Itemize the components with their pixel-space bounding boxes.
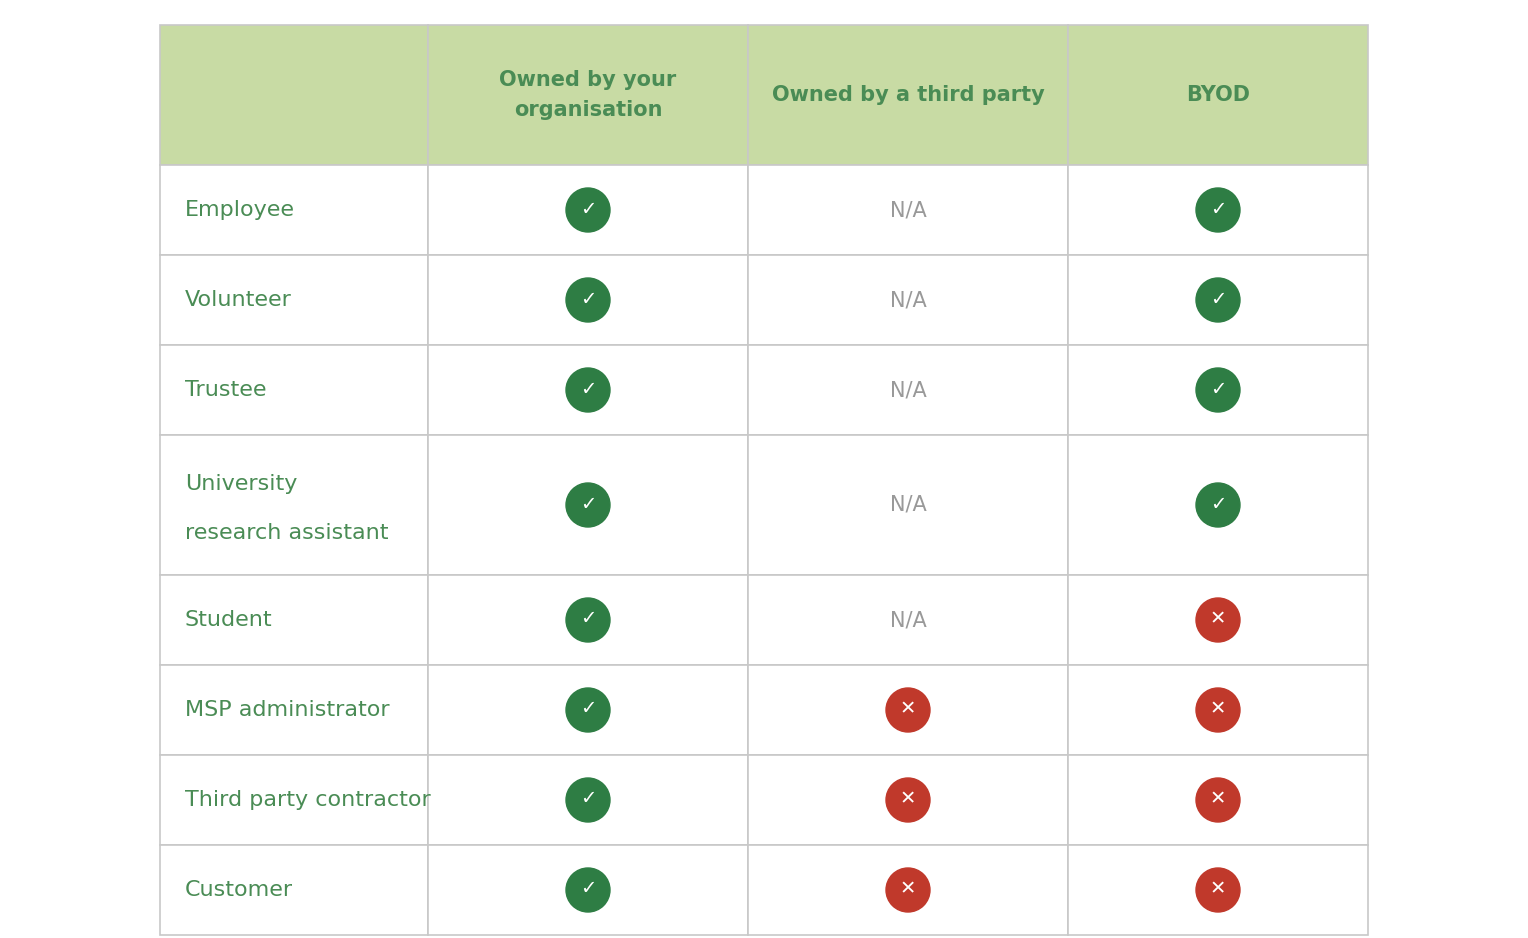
- Text: Owned by your
organisation: Owned by your organisation: [500, 70, 677, 120]
- Text: N/A: N/A: [889, 380, 926, 400]
- Circle shape: [1196, 868, 1241, 912]
- Bar: [749, 165, 1068, 255]
- Text: research assistant: research assistant: [185, 523, 388, 543]
- Bar: [160, 435, 428, 575]
- Circle shape: [565, 278, 610, 322]
- Bar: [749, 255, 1068, 345]
- Text: N/A: N/A: [889, 610, 926, 630]
- Bar: [749, 25, 1068, 165]
- Bar: [749, 845, 1068, 935]
- Bar: [160, 575, 428, 665]
- Text: ✓: ✓: [579, 700, 596, 719]
- Text: ✓: ✓: [1210, 380, 1225, 399]
- Circle shape: [1196, 598, 1241, 642]
- Bar: [428, 845, 749, 935]
- Text: ✓: ✓: [579, 494, 596, 513]
- Text: N/A: N/A: [889, 495, 926, 515]
- Circle shape: [565, 688, 610, 732]
- Bar: [1068, 165, 1368, 255]
- Text: ✓: ✓: [579, 380, 596, 399]
- Text: ✕: ✕: [900, 880, 917, 899]
- Circle shape: [1196, 368, 1241, 412]
- Bar: [1068, 255, 1368, 345]
- Bar: [428, 575, 749, 665]
- Text: Student: Student: [185, 610, 272, 630]
- Circle shape: [886, 688, 931, 732]
- Bar: [160, 165, 428, 255]
- Circle shape: [1196, 778, 1241, 822]
- Text: ✕: ✕: [1210, 880, 1225, 899]
- Text: Trustee: Trustee: [185, 380, 266, 400]
- Text: University: University: [185, 474, 298, 494]
- Text: Customer: Customer: [185, 880, 293, 900]
- Text: ✓: ✓: [1210, 290, 1225, 309]
- Circle shape: [886, 868, 931, 912]
- Bar: [160, 665, 428, 755]
- Bar: [428, 165, 749, 255]
- Bar: [428, 435, 749, 575]
- Bar: [428, 755, 749, 845]
- Text: ✓: ✓: [579, 790, 596, 809]
- Circle shape: [565, 188, 610, 232]
- Text: MSP administrator: MSP administrator: [185, 700, 390, 720]
- Bar: [749, 665, 1068, 755]
- Bar: [428, 665, 749, 755]
- Text: Third party contractor: Third party contractor: [185, 790, 431, 810]
- Circle shape: [565, 368, 610, 412]
- Text: Owned by a third party: Owned by a third party: [772, 85, 1044, 105]
- Bar: [1068, 345, 1368, 435]
- Circle shape: [1196, 278, 1241, 322]
- Bar: [749, 435, 1068, 575]
- Text: ✕: ✕: [900, 700, 917, 719]
- Text: ✕: ✕: [1210, 790, 1225, 809]
- Text: ✓: ✓: [579, 610, 596, 628]
- Bar: [160, 755, 428, 845]
- Bar: [749, 345, 1068, 435]
- Circle shape: [1196, 688, 1241, 732]
- Text: N/A: N/A: [889, 200, 926, 220]
- Bar: [1068, 845, 1368, 935]
- Circle shape: [565, 868, 610, 912]
- Bar: [428, 345, 749, 435]
- Circle shape: [565, 598, 610, 642]
- Bar: [749, 755, 1068, 845]
- Text: ✓: ✓: [579, 200, 596, 219]
- Text: ✓: ✓: [579, 290, 596, 309]
- Bar: [160, 255, 428, 345]
- Circle shape: [1196, 483, 1241, 527]
- Text: ✕: ✕: [1210, 610, 1225, 628]
- Text: ✕: ✕: [900, 790, 917, 809]
- Bar: [160, 345, 428, 435]
- Bar: [160, 25, 428, 165]
- Circle shape: [565, 778, 610, 822]
- Text: ✓: ✓: [579, 880, 596, 899]
- Bar: [1068, 435, 1368, 575]
- Text: ✓: ✓: [1210, 200, 1225, 219]
- Bar: [428, 25, 749, 165]
- Text: N/A: N/A: [889, 290, 926, 310]
- Bar: [1068, 25, 1368, 165]
- Bar: [749, 575, 1068, 665]
- Bar: [160, 845, 428, 935]
- Text: Employee: Employee: [185, 200, 295, 220]
- Text: ✕: ✕: [1210, 700, 1225, 719]
- Text: Volunteer: Volunteer: [185, 290, 292, 310]
- Bar: [1068, 755, 1368, 845]
- Bar: [428, 255, 749, 345]
- Text: ✓: ✓: [1210, 494, 1225, 513]
- Circle shape: [1196, 188, 1241, 232]
- Bar: [1068, 575, 1368, 665]
- Text: BYOD: BYOD: [1186, 85, 1250, 105]
- Bar: [1068, 665, 1368, 755]
- Circle shape: [886, 778, 931, 822]
- Circle shape: [565, 483, 610, 527]
